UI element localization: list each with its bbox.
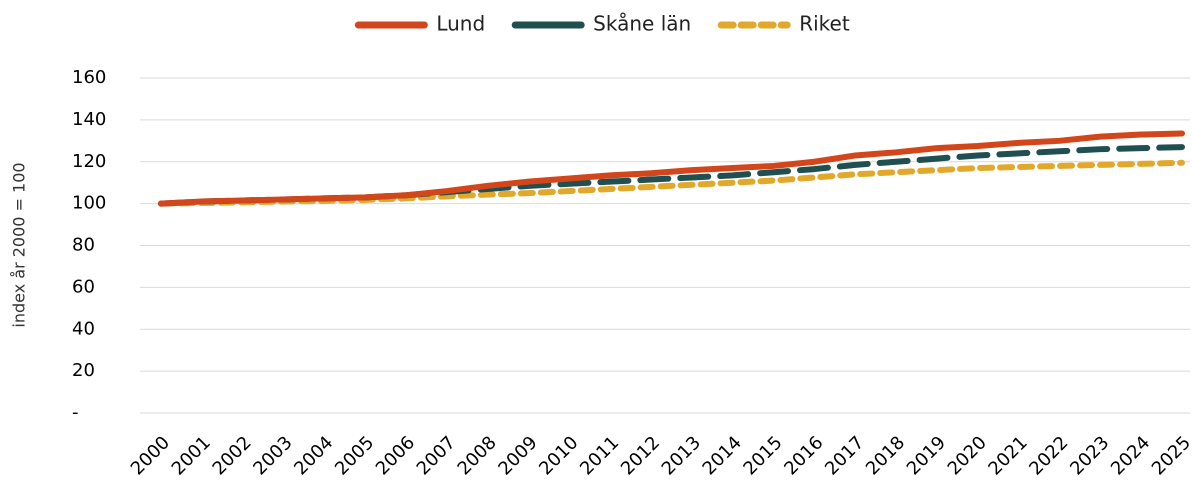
x-tick-label: 2020 xyxy=(944,432,991,479)
legend-label: Lund xyxy=(436,12,485,36)
y-tick-label: 80 xyxy=(72,235,95,256)
x-tick-label: 2011 xyxy=(576,432,623,479)
x-tick-label: 2014 xyxy=(699,432,746,479)
x-tick-label: 2001 xyxy=(168,432,215,479)
x-tick-label: 2017 xyxy=(821,432,868,479)
x-tick-label: 2002 xyxy=(209,432,256,479)
x-tick-label: 2006 xyxy=(372,432,419,479)
x-tick-label: 2009 xyxy=(494,432,541,479)
x-tick-label: 2013 xyxy=(658,432,705,479)
x-tick-label: 2023 xyxy=(1066,432,1113,479)
y-tick-label: 20 xyxy=(72,360,95,381)
line-series xyxy=(158,130,1185,207)
x-tick-label: 2008 xyxy=(454,432,501,479)
legend: Lund Skåne län Riket xyxy=(354,12,850,36)
y-axis-label: index år 2000 = 100 xyxy=(10,162,29,327)
y-tick-label: 160 xyxy=(72,67,106,88)
x-tick-label: 2000 xyxy=(127,432,174,479)
y-tick-label: 140 xyxy=(72,109,106,130)
x-tick-label: 2021 xyxy=(984,432,1031,479)
x-tick-label: 2007 xyxy=(413,432,460,479)
x-tick-label: 2012 xyxy=(617,432,664,479)
y-tick-label: 40 xyxy=(72,318,95,339)
x-tick-label: 2025 xyxy=(1148,432,1192,479)
y-tick-label: 100 xyxy=(72,193,106,214)
x-tick-label: 2019 xyxy=(903,432,950,479)
x-tick-label: 2004 xyxy=(290,432,337,479)
legend-label: Skåne län xyxy=(593,12,691,36)
x-tick-label: 2003 xyxy=(249,432,296,479)
x-tick-label: 2015 xyxy=(739,432,786,479)
y-tick-label: 60 xyxy=(72,276,95,297)
x-tick-label: 2018 xyxy=(862,432,909,479)
legend-label: Riket xyxy=(799,12,850,36)
y-tick-label: 120 xyxy=(72,151,106,172)
x-tick-label: 2005 xyxy=(331,432,378,479)
x-tick-label: 2016 xyxy=(780,432,827,479)
line-series xyxy=(158,144,1185,207)
x-tick-label: 2024 xyxy=(1107,432,1154,479)
y-tick-label: - xyxy=(72,402,79,423)
x-tick-label: 2022 xyxy=(1025,432,1072,479)
x-tick-label: 2010 xyxy=(535,432,582,479)
